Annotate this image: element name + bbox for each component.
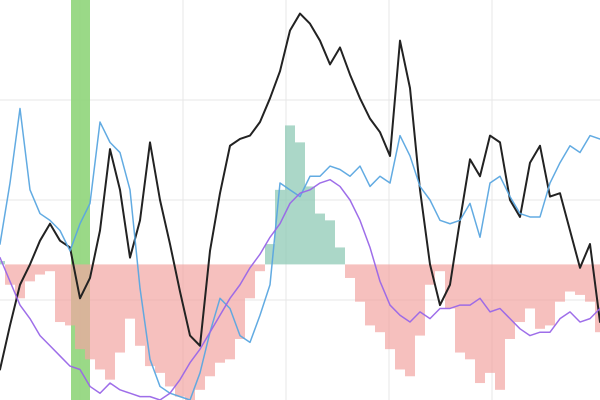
area-bar-13: [115, 264, 125, 353]
area-bar-14: [125, 264, 135, 319]
area-bar-9: [75, 264, 85, 350]
area-bar-44: [425, 264, 435, 285]
area-bar-34: [325, 220, 335, 265]
area-bar-52: [505, 264, 515, 339]
area-bar-51: [495, 264, 505, 390]
area-bar-29: [275, 189, 285, 265]
area-bar-35: [335, 247, 345, 265]
area-bar-26: [245, 264, 255, 299]
area-bar-32: [305, 186, 315, 265]
area-bar-53: [515, 264, 525, 323]
area-bar-31: [295, 142, 305, 265]
area-bar-37: [355, 264, 365, 302]
area-bar-48: [465, 264, 475, 360]
area-bar-18: [165, 264, 175, 387]
area-bar-19: [175, 264, 185, 397]
area-bar-24: [225, 264, 235, 360]
area-bar-47: [455, 264, 465, 353]
area-bar-17: [155, 264, 165, 373]
line-series-3: [0, 178, 600, 400]
area-bar-36: [345, 264, 355, 278]
area-bar-3: [15, 264, 25, 299]
area-bar-42: [405, 264, 415, 377]
area-bar-49: [475, 264, 485, 384]
area-bar-5: [35, 264, 45, 275]
area-bar-30: [285, 125, 295, 265]
area-bar-39: [375, 264, 385, 333]
area-bar-11: [95, 264, 105, 370]
area-bar-12: [105, 264, 115, 380]
area-bar-8: [65, 264, 75, 326]
area-bar-43: [415, 264, 425, 336]
area-bar-56: [545, 264, 555, 326]
area-bar-58: [565, 264, 575, 292]
area-bar-41: [395, 264, 405, 370]
area-bar-21: [195, 264, 205, 390]
area-bar-55: [535, 264, 545, 329]
area-bar-27: [255, 264, 265, 272]
area-bar-40: [385, 264, 395, 350]
line-series-2: [0, 107, 600, 400]
area-bar-59: [575, 264, 585, 295]
area-bar-33: [315, 213, 325, 265]
area-bar-22: [205, 264, 215, 377]
area-bar-50: [485, 264, 495, 373]
area-bar-25: [235, 264, 245, 339]
area-bar-2: [5, 264, 15, 285]
area-bar-16: [145, 264, 155, 367]
area-bar-28: [265, 244, 275, 265]
area-bar-60: [585, 264, 595, 302]
area-bar-45: [435, 264, 445, 272]
area-bar-7: [55, 264, 65, 323]
area-bar-54: [525, 264, 535, 309]
area-bar-57: [555, 264, 565, 302]
area-bar-4: [25, 264, 35, 282]
line-series-1: [0, 12, 600, 371]
area-bar-6: [45, 264, 55, 272]
area-bar-38: [365, 264, 375, 326]
area-bar-10: [85, 264, 95, 360]
area-bar-15: [135, 264, 145, 346]
area-bar-23: [215, 264, 225, 363]
